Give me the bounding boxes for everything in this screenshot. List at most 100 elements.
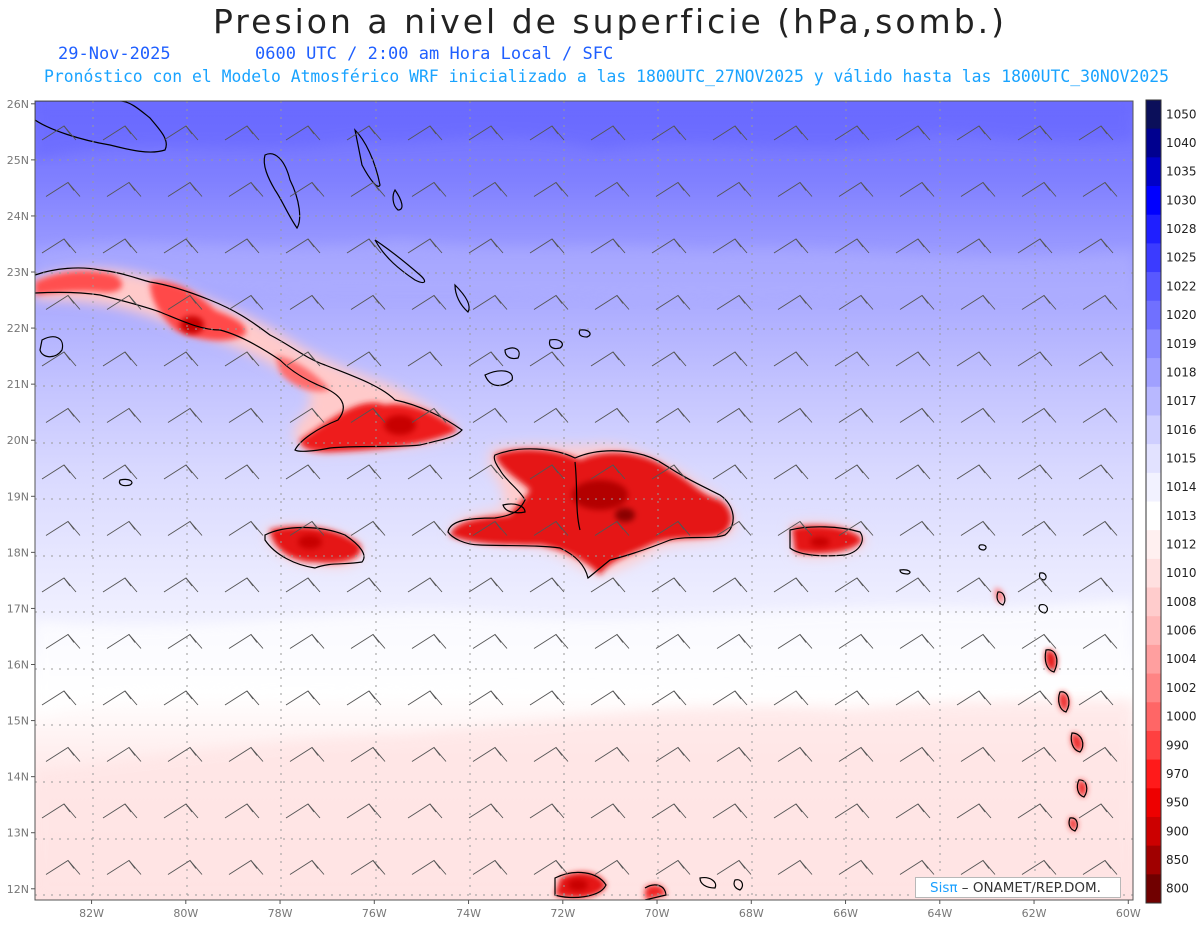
colorbar-label: 800	[1166, 882, 1189, 896]
wind-barb	[773, 464, 809, 480]
lat-label: 21N	[7, 378, 29, 391]
wind-barb	[1021, 181, 1057, 197]
wind-barb	[228, 181, 264, 197]
lat-label: 18N	[7, 546, 29, 559]
wind-barb	[1017, 803, 1053, 819]
credit-box: Sisπ – ONAMET/REP.DOM.	[915, 877, 1121, 898]
wind-barb	[1078, 238, 1114, 254]
wind-barb	[411, 746, 447, 762]
colorbar-swatch	[1146, 472, 1161, 502]
wind-barb	[472, 633, 508, 649]
lon-label: 80W	[173, 907, 198, 920]
wind-barb	[651, 351, 687, 367]
wind-barb	[289, 294, 325, 310]
wind-barb	[1021, 407, 1057, 423]
wind-barb	[468, 238, 504, 254]
wind-barb	[1021, 633, 1057, 649]
wind-barb	[651, 238, 687, 254]
wind-barb	[285, 803, 321, 819]
wind-barb	[285, 238, 321, 254]
wind-barb	[594, 633, 630, 649]
wind-barb	[285, 577, 321, 593]
wind-barb	[838, 859, 874, 875]
coastlines	[35, 101, 1088, 900]
wind-barb	[102, 238, 138, 254]
wind-barb	[1078, 577, 1114, 593]
wind-barb	[834, 690, 870, 706]
wind-barb	[777, 633, 813, 649]
wind-barb	[773, 690, 809, 706]
wind-barb	[163, 125, 199, 141]
wind-barb	[895, 803, 931, 819]
lon-label: 60W	[1116, 907, 1141, 920]
wind-barb	[225, 917, 259, 927]
wind-barb	[411, 407, 447, 423]
wind-barb	[346, 803, 382, 819]
wind-barb	[41, 125, 77, 141]
wind-barb	[1017, 464, 1053, 480]
wind-barb	[712, 803, 748, 819]
wind-barb	[346, 577, 382, 593]
wind-barb	[407, 464, 443, 480]
wind-barb	[895, 577, 931, 593]
wind-barb	[163, 577, 199, 593]
wind-barb	[956, 125, 992, 141]
wind-barb	[1017, 690, 1053, 706]
wind-barb	[529, 125, 565, 141]
wind-barb	[45, 859, 81, 875]
wind-barb	[529, 803, 565, 819]
wind-barb	[102, 803, 138, 819]
wind-barb	[777, 520, 813, 536]
colorbar-swatch	[1146, 702, 1161, 732]
wind-barb	[716, 407, 752, 423]
wind-barb	[411, 633, 447, 649]
wind-barb	[956, 351, 992, 367]
model-run-info: Pronóstico con el Modelo Atmosférico WRF…	[44, 67, 1169, 86]
wind-barb	[45, 520, 81, 536]
colorbar-label: 1035	[1166, 165, 1197, 179]
wind-barb	[533, 859, 569, 875]
colorbar-label: 1028	[1166, 222, 1197, 236]
wind-barb	[590, 464, 626, 480]
lon-label: 68W	[739, 907, 764, 920]
wind-barb	[289, 633, 325, 649]
forecast-time: 0600 UTC / 2:00 am Hora Local / SFC	[255, 44, 614, 64]
wind-barb	[773, 238, 809, 254]
colorbar-label: 1025	[1166, 251, 1197, 265]
wind-barb	[533, 407, 569, 423]
colorbar-swatch	[1146, 730, 1161, 761]
wind-barb	[651, 690, 687, 706]
colorbar-label: 1010	[1166, 566, 1197, 580]
wind-barb	[960, 633, 996, 649]
wind-barb	[103, 917, 137, 927]
wind-barb	[655, 294, 691, 310]
colorbar-swatch	[1146, 272, 1161, 302]
wind-barb	[106, 181, 142, 197]
wind-barb	[716, 294, 752, 310]
wind-barb	[655, 520, 691, 536]
wind-barb	[224, 577, 260, 593]
wind-barb	[651, 803, 687, 819]
wind-barb	[773, 125, 809, 141]
wind-barb	[407, 125, 443, 141]
colorbar-swatch	[1146, 300, 1161, 330]
wind-barb	[41, 238, 77, 254]
wind-barb	[228, 746, 264, 762]
wind-barb	[712, 464, 748, 480]
colorbar-swatch	[1146, 788, 1161, 818]
graticule	[35, 101, 1133, 900]
wind-barb	[1017, 238, 1053, 254]
wind-barb	[102, 577, 138, 593]
wind-barb	[590, 238, 626, 254]
wind-barb	[1021, 520, 1057, 536]
wind-barb	[834, 464, 870, 480]
colorbar-label: 1020	[1166, 308, 1197, 322]
wind-barb	[1082, 294, 1118, 310]
wind-barb	[1017, 125, 1053, 141]
wind-barb	[285, 125, 321, 141]
wind-barb	[1082, 633, 1118, 649]
wind-barb	[106, 746, 142, 762]
wind-barb	[716, 633, 752, 649]
colorbar-swatch	[1146, 558, 1161, 589]
wind-barb	[411, 520, 447, 536]
